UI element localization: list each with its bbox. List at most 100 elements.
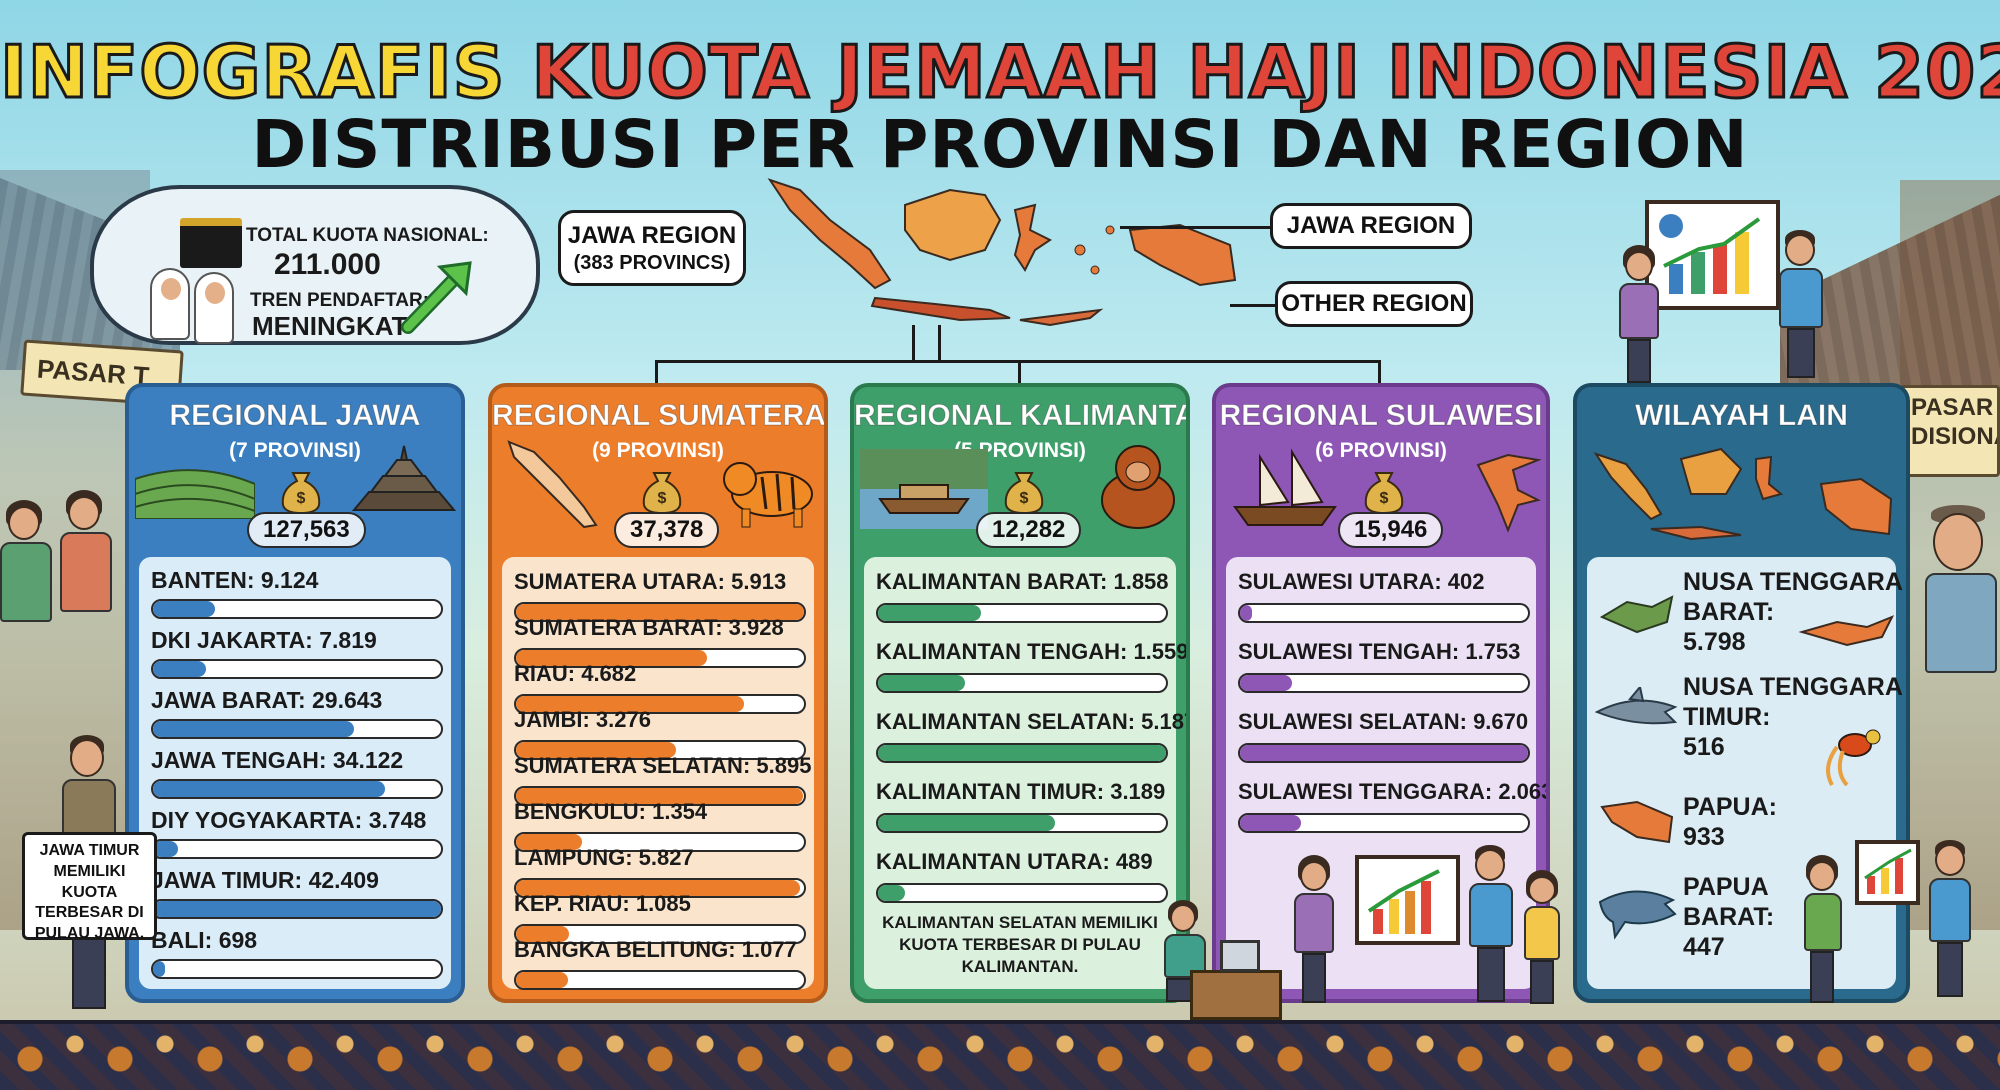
other-region-value: 447	[1683, 933, 1725, 961]
svg-text:$: $	[297, 490, 306, 507]
other-region-name: NUSA TENGGARA	[1683, 568, 1903, 596]
phinisi-ship-icon	[1233, 448, 1337, 526]
connector-line	[1378, 360, 1381, 385]
other-region-list: NUSA TENGGARA BARAT: 5.798 NUSA TENGGARA…	[1587, 557, 1903, 989]
other-region-item: PAPUA: 933	[1683, 792, 1777, 852]
province-label: BALI: 698	[151, 927, 258, 953]
province-bar-track	[151, 839, 443, 859]
other-region-value: 933	[1683, 823, 1725, 851]
svg-text:$: $	[1380, 490, 1389, 507]
province-bar	[1240, 675, 1293, 691]
kaaba-icon	[180, 218, 242, 268]
presenter-woman	[1290, 855, 1340, 1005]
province-bar-track	[151, 599, 443, 619]
panel-regional-jawa: REGIONAL JAWA (7 PROVINSI) $ 127,563 BAN…	[125, 383, 465, 1003]
province-bar-track	[1238, 673, 1530, 693]
map-papua	[1128, 223, 1237, 287]
vendor-woman	[60, 490, 120, 630]
province-bar	[1240, 745, 1528, 761]
callout-connector	[1120, 226, 1270, 229]
panel-header: REGIONAL SULAWESI (6 PROVINSI) $ 15,946	[1216, 387, 1546, 557]
province-bar	[516, 788, 804, 804]
map-callout-left-subtitle: (383 PROVINCS)	[573, 252, 731, 274]
market-sign-right-line1: PASAR	[1911, 394, 1994, 421]
province-bar-track	[876, 883, 1168, 903]
other-region-name: PAPUA	[1683, 873, 1769, 901]
presenter-woman	[1800, 855, 1846, 1005]
map-callout-left: JAWA REGION (383 PROVINCS)	[558, 210, 746, 286]
province-bar-track	[514, 786, 806, 806]
province-bar-track	[514, 648, 806, 668]
province-label: KALIMANTAN TENGAH: 1.559	[876, 639, 1189, 664]
province-bar	[516, 604, 804, 620]
region-total-badge: 37,378	[614, 512, 720, 548]
province-bar-track	[514, 878, 806, 898]
jawa-timur-note: JAWA TIMUR MEMILIKI KUOTA TERBESAR DI PU…	[22, 832, 157, 942]
province-bar-track	[876, 743, 1168, 763]
province-list: SUMATERA UTARA: 5.913 SUMATERA BARAT: 3.9…	[502, 557, 814, 990]
laptop-icon	[1220, 940, 1260, 972]
indonesia-map	[767, 178, 1237, 327]
province-bar-track	[151, 959, 443, 979]
province-bar-track	[151, 899, 443, 919]
presenter-woman	[1615, 245, 1665, 385]
title-part-1: INFOGRAFIS	[0, 29, 532, 116]
map-callout-other-region: OTHER REGION	[1275, 281, 1473, 327]
region-total-badge: 12,282	[976, 512, 1082, 548]
market-sign-right: PASAR DISIONA	[1900, 385, 2000, 477]
province-bar	[878, 885, 906, 901]
wooden-crate	[1190, 970, 1282, 1020]
province-label: DIY YOGYAKARTA: 3.748	[151, 807, 427, 833]
panel-title: REGIONAL SULAWESI	[1219, 399, 1543, 433]
province-bar	[516, 880, 800, 896]
region-note: KALIMANTAN SELATAN MEMILIKI KUOTA TERBES…	[882, 913, 1158, 977]
province-bar-track	[1238, 743, 1530, 763]
rice-terrace-icon	[135, 469, 255, 519]
other-region-name: NUSA TENGGARA	[1683, 673, 1903, 701]
province-bar-track	[514, 602, 806, 622]
map-callout-left-title: JAWA REGION	[567, 222, 737, 249]
region-total-badge: 127,563	[247, 512, 366, 548]
province-bar	[153, 661, 207, 677]
sumatera-island-icon	[507, 440, 598, 529]
panel-regional-kalimantan: REGIONAL KALIMANTAN (5 PROVINSI) $ 12,28…	[850, 383, 1190, 1003]
province-label: RIAU: 4.682	[514, 661, 637, 686]
province-bar-track	[151, 659, 443, 679]
papua-map-icon	[1600, 800, 1674, 844]
money-bag-icon: $	[1364, 472, 1404, 515]
borobudur-temple-icon	[351, 445, 457, 511]
market-sign-right-line2: DISIONA	[1911, 422, 1997, 450]
province-label: JAWA TENGAH: 34.122	[151, 747, 404, 773]
money-bag-icon: $	[281, 472, 321, 515]
total-quota-value: 211.000	[274, 248, 381, 281]
province-label: SULAWESI TENGGARA: 2.063	[1238, 779, 1550, 804]
province-bar	[878, 605, 982, 621]
province-label: SUMATERA SELATAN: 5.895	[514, 753, 812, 778]
chart-board-icon	[1355, 855, 1460, 945]
panel-regional-sumatera: REGIONAL SUMATERA (9 PROVINSI) $ 37,378 …	[488, 383, 828, 1003]
panel-title: WILAYAH LAIN	[1635, 399, 1849, 433]
province-bar	[153, 841, 179, 857]
province-list: BANTEN: 9.124 DKI JAKARTA: 7.819 JAWA BARA…	[139, 557, 451, 989]
province-label: BANGKA BELITUNG: 1.077	[514, 937, 797, 962]
tiger-icon	[723, 462, 813, 528]
province-bar	[1240, 815, 1302, 831]
eastern-indonesia-map-icon	[1593, 447, 1893, 541]
connector-line	[655, 360, 658, 385]
province-label: KALIMANTAN TIMUR: 3.189	[876, 779, 1166, 804]
chart-board-icon	[1645, 200, 1780, 310]
vendor-woman	[0, 500, 60, 640]
map-sumatera	[767, 178, 892, 290]
svg-text:$: $	[658, 490, 667, 507]
province-bar-track	[876, 673, 1168, 693]
province-label: SULAWESI TENGAH: 1.753	[1238, 639, 1521, 664]
province-bar-track	[151, 719, 443, 739]
audience-man	[1465, 845, 1517, 1005]
province-list: KALIMANTAN BARAT: 1.858 KALIMANTAN TENGAH…	[864, 557, 1186, 989]
dolphin-icon	[1598, 890, 1677, 940]
province-label: BANTEN: 9.124	[151, 567, 319, 593]
trend-label: TREN PENDAFTAR:	[250, 290, 430, 311]
map-callout-jawa-region: JAWA REGION	[1270, 203, 1472, 249]
province-bar	[516, 926, 569, 942]
